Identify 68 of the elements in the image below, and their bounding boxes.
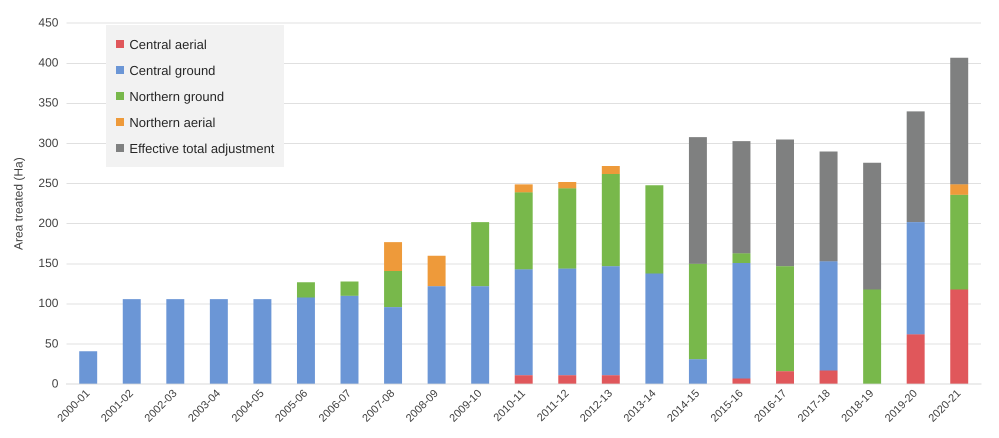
y-tick-label: 400 (38, 56, 59, 70)
legend-label: Northern ground (129, 88, 224, 104)
y-tick-label: 350 (38, 96, 59, 110)
y-tick-label: 300 (38, 136, 59, 150)
y-tick-label: 50 (45, 336, 59, 350)
bar (602, 166, 620, 174)
bar (384, 271, 402, 308)
bar (688, 359, 707, 384)
bar (471, 286, 490, 384)
bar (732, 263, 750, 379)
bar (776, 266, 794, 372)
y-tick-label: 450 (38, 16, 59, 30)
bar (558, 188, 576, 269)
bar (340, 281, 358, 296)
y-tick-label: 200 (38, 216, 59, 230)
bar (340, 296, 358, 384)
bar (471, 222, 490, 286)
bar (863, 162, 882, 290)
bar (950, 58, 968, 184)
y-tick-label: 100 (38, 296, 59, 310)
bar (602, 266, 620, 376)
bar (732, 378, 750, 384)
bar (950, 184, 968, 195)
bar (253, 299, 272, 384)
y-tick-label: 250 (38, 176, 59, 190)
bar (514, 192, 533, 270)
bar (688, 137, 707, 264)
bar (950, 289, 968, 384)
bar (166, 299, 184, 384)
bar (296, 282, 315, 298)
bar (776, 139, 794, 266)
bar (384, 242, 402, 272)
bar (732, 141, 750, 254)
legend-label: Effective total adjustment (129, 140, 274, 156)
bar (820, 152, 838, 262)
bar (514, 184, 533, 192)
legend-label: Central ground (129, 62, 216, 78)
bar (514, 375, 533, 384)
legend-label: Northern aerial (129, 114, 216, 130)
bar (384, 307, 402, 384)
bar (296, 298, 315, 384)
bar (820, 370, 838, 384)
bar (514, 269, 533, 376)
bar (558, 268, 576, 376)
bar (210, 299, 228, 384)
bar (428, 256, 446, 286)
legend-label: Central aerial (129, 36, 207, 52)
bar (950, 194, 968, 290)
bar (558, 182, 576, 188)
y-tick-label: 0 (52, 376, 59, 390)
bar (863, 289, 882, 384)
y-axis-title: Area treated (Ha) (12, 157, 26, 250)
bar (732, 253, 750, 264)
bar (645, 273, 664, 384)
bar (776, 371, 794, 384)
bar (428, 286, 446, 384)
bar (79, 351, 98, 384)
bar (602, 174, 620, 266)
bar (906, 222, 925, 334)
bar (906, 111, 925, 222)
bar (645, 185, 664, 274)
bar (602, 375, 620, 384)
bar (820, 261, 838, 370)
y-tick-label: 150 (38, 256, 59, 270)
bar (122, 299, 141, 384)
bar (906, 334, 925, 384)
bar (688, 264, 707, 360)
bar (558, 375, 576, 384)
